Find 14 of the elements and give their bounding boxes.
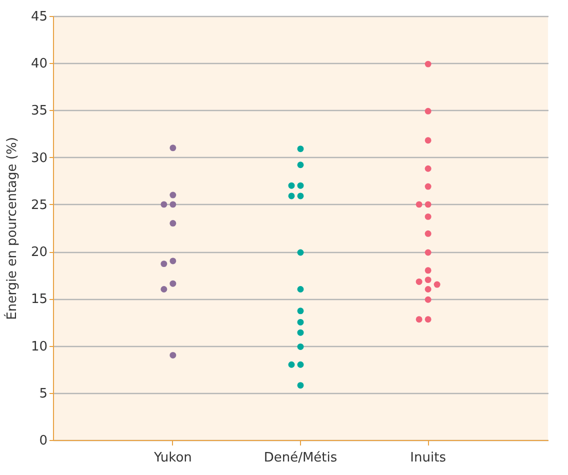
y-tick-label: 35 (30, 104, 48, 119)
y-tick-label: 20 (30, 245, 48, 260)
x-tick-label: Inuits (410, 450, 446, 466)
y-tick-label: 25 (30, 198, 48, 213)
y-tick-label: 15 (30, 292, 48, 308)
y-tick-label: 45 (30, 10, 48, 24)
y-tick-label: 10 (30, 339, 48, 354)
y-tick-label: 0 (39, 434, 48, 448)
y-tick-label: 40 (30, 56, 48, 72)
y-tick-label: 5 (39, 386, 48, 402)
y-tick-label: 30 (30, 150, 48, 166)
y-axis-title: Énergie en pourcentage (%) (2, 137, 20, 320)
x-tick-label: Dené/Métis (264, 450, 338, 466)
x-tick-label: Yukon (152, 450, 192, 466)
